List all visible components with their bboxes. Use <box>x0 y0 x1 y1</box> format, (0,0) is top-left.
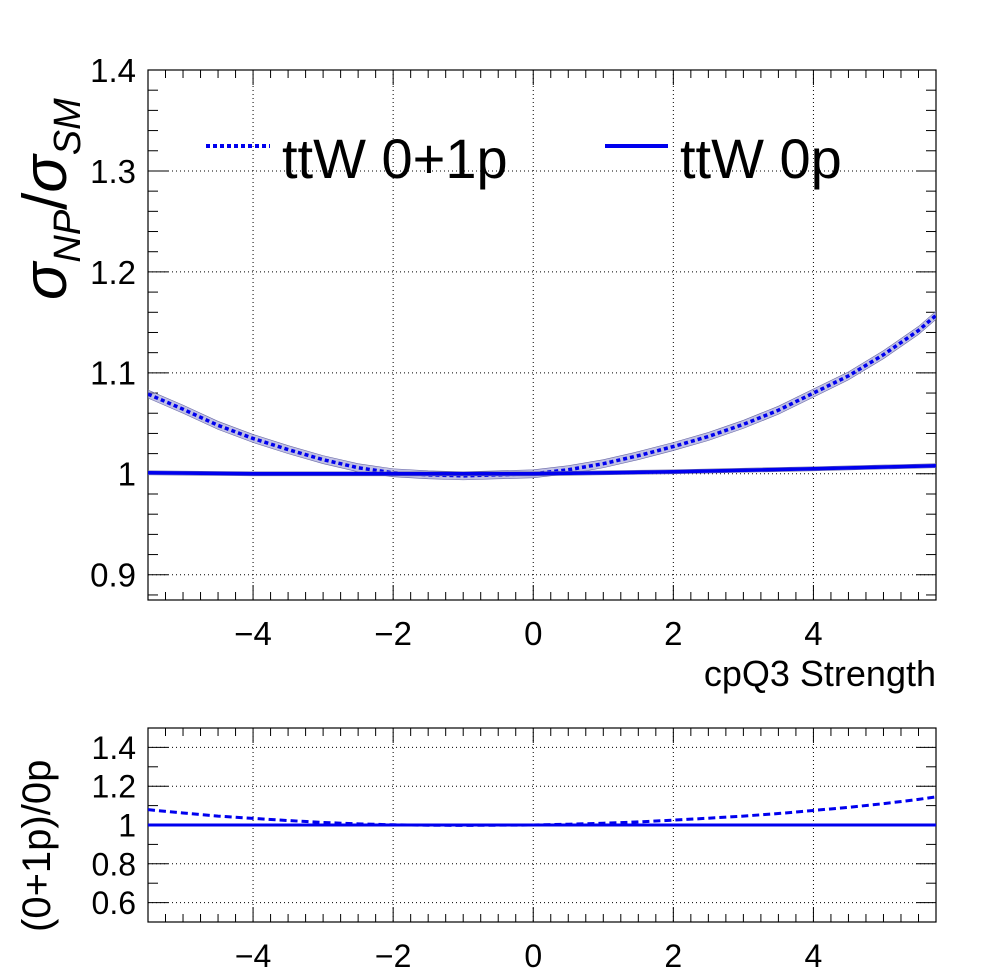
ratio-xtick-label: −2 <box>375 938 411 972</box>
ratio-ytick-label: 1.4 <box>92 730 136 766</box>
ratio-panel: −4 −2 0 2 4 0.60.811.21.4 (0+1p)/0p <box>15 727 937 974</box>
ratio-ytick-label: 0.6 <box>92 885 136 921</box>
ratio-series-line-0 <box>148 795 936 827</box>
main-ytick-label: 1.3 <box>90 153 136 190</box>
main-xtick-label: 0 <box>524 615 542 652</box>
legend-label-0: ttW 0+1p <box>282 127 508 190</box>
y-axis-title: σNP/σSM <box>11 98 89 300</box>
main-ytick-label: 1.2 <box>90 254 136 291</box>
main-frame <box>147 69 937 601</box>
main-ytick-label: 0.9 <box>90 557 136 594</box>
main-xtick-label: 2 <box>664 615 682 652</box>
main-ytick-label: 1 <box>118 456 136 493</box>
series-line-0 <box>148 313 936 478</box>
main-ytick-label: 1.1 <box>90 355 136 392</box>
ratio-xtick-label: 2 <box>664 938 682 972</box>
main-xtick-label: −2 <box>374 615 412 652</box>
ratio-ytick-label: 1 <box>118 808 136 844</box>
main-series-group <box>148 310 936 481</box>
legend-label-1: ttW 0p <box>680 127 842 190</box>
ratio-xtick-label: −4 <box>235 938 271 972</box>
y-axis-title-slash: / <box>11 192 80 210</box>
y-axis-title-sigma: σ <box>11 260 80 300</box>
series-band-0 <box>148 310 936 481</box>
y-axis-title-sub-den: SM <box>47 98 89 155</box>
main-panel: −4 −2 0 2 4 0.9 1 1.1 1.2 1.3 1.4 ttW 0+1p ttW 0p cpQ… <box>11 52 937 694</box>
main-xtick-label: −4 <box>234 615 272 652</box>
ratio-xtick-label: 4 <box>805 938 823 972</box>
ratio-xtick-label: 0 <box>524 938 542 972</box>
ratio-ytick-label: 0.8 <box>92 846 136 882</box>
y-axis-title-sigma-den: σ <box>11 153 80 193</box>
ratio-ytick-label: 1.2 <box>92 769 136 805</box>
main-xtick-label: 4 <box>804 615 822 652</box>
ratio-series-group <box>148 795 936 827</box>
x-axis-title: cpQ3 Strength <box>704 653 936 694</box>
y-axis-title-sub-num: NP <box>47 209 89 262</box>
legend: ttW 0+1p ttW 0p <box>206 127 842 190</box>
main-ytick-label: 1.4 <box>90 52 136 89</box>
series-line-1 <box>148 463 936 476</box>
ratio-y-axis-title: (0+1p)/0p <box>15 760 59 932</box>
